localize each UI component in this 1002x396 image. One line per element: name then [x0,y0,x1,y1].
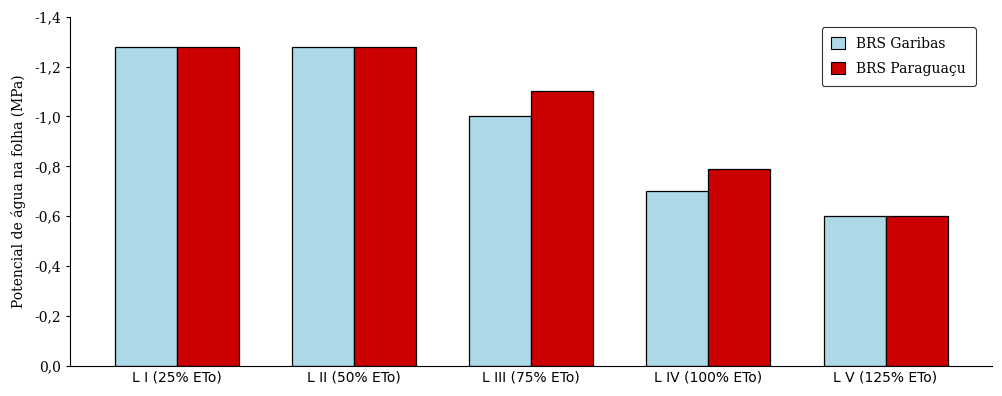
Legend: BRS Garibas, BRS Paraguaçu: BRS Garibas, BRS Paraguaçu [821,27,975,86]
Bar [531,91,592,366]
Bar [292,47,354,366]
Bar [885,216,947,366]
Bar [469,116,531,366]
Bar [707,169,770,366]
Bar [114,47,176,366]
Bar [823,216,885,366]
Y-axis label: Potencial de água na folha (MPa): Potencial de água na folha (MPa) [11,74,26,308]
Bar [354,47,416,366]
Bar [645,191,707,366]
Bar [176,47,238,366]
